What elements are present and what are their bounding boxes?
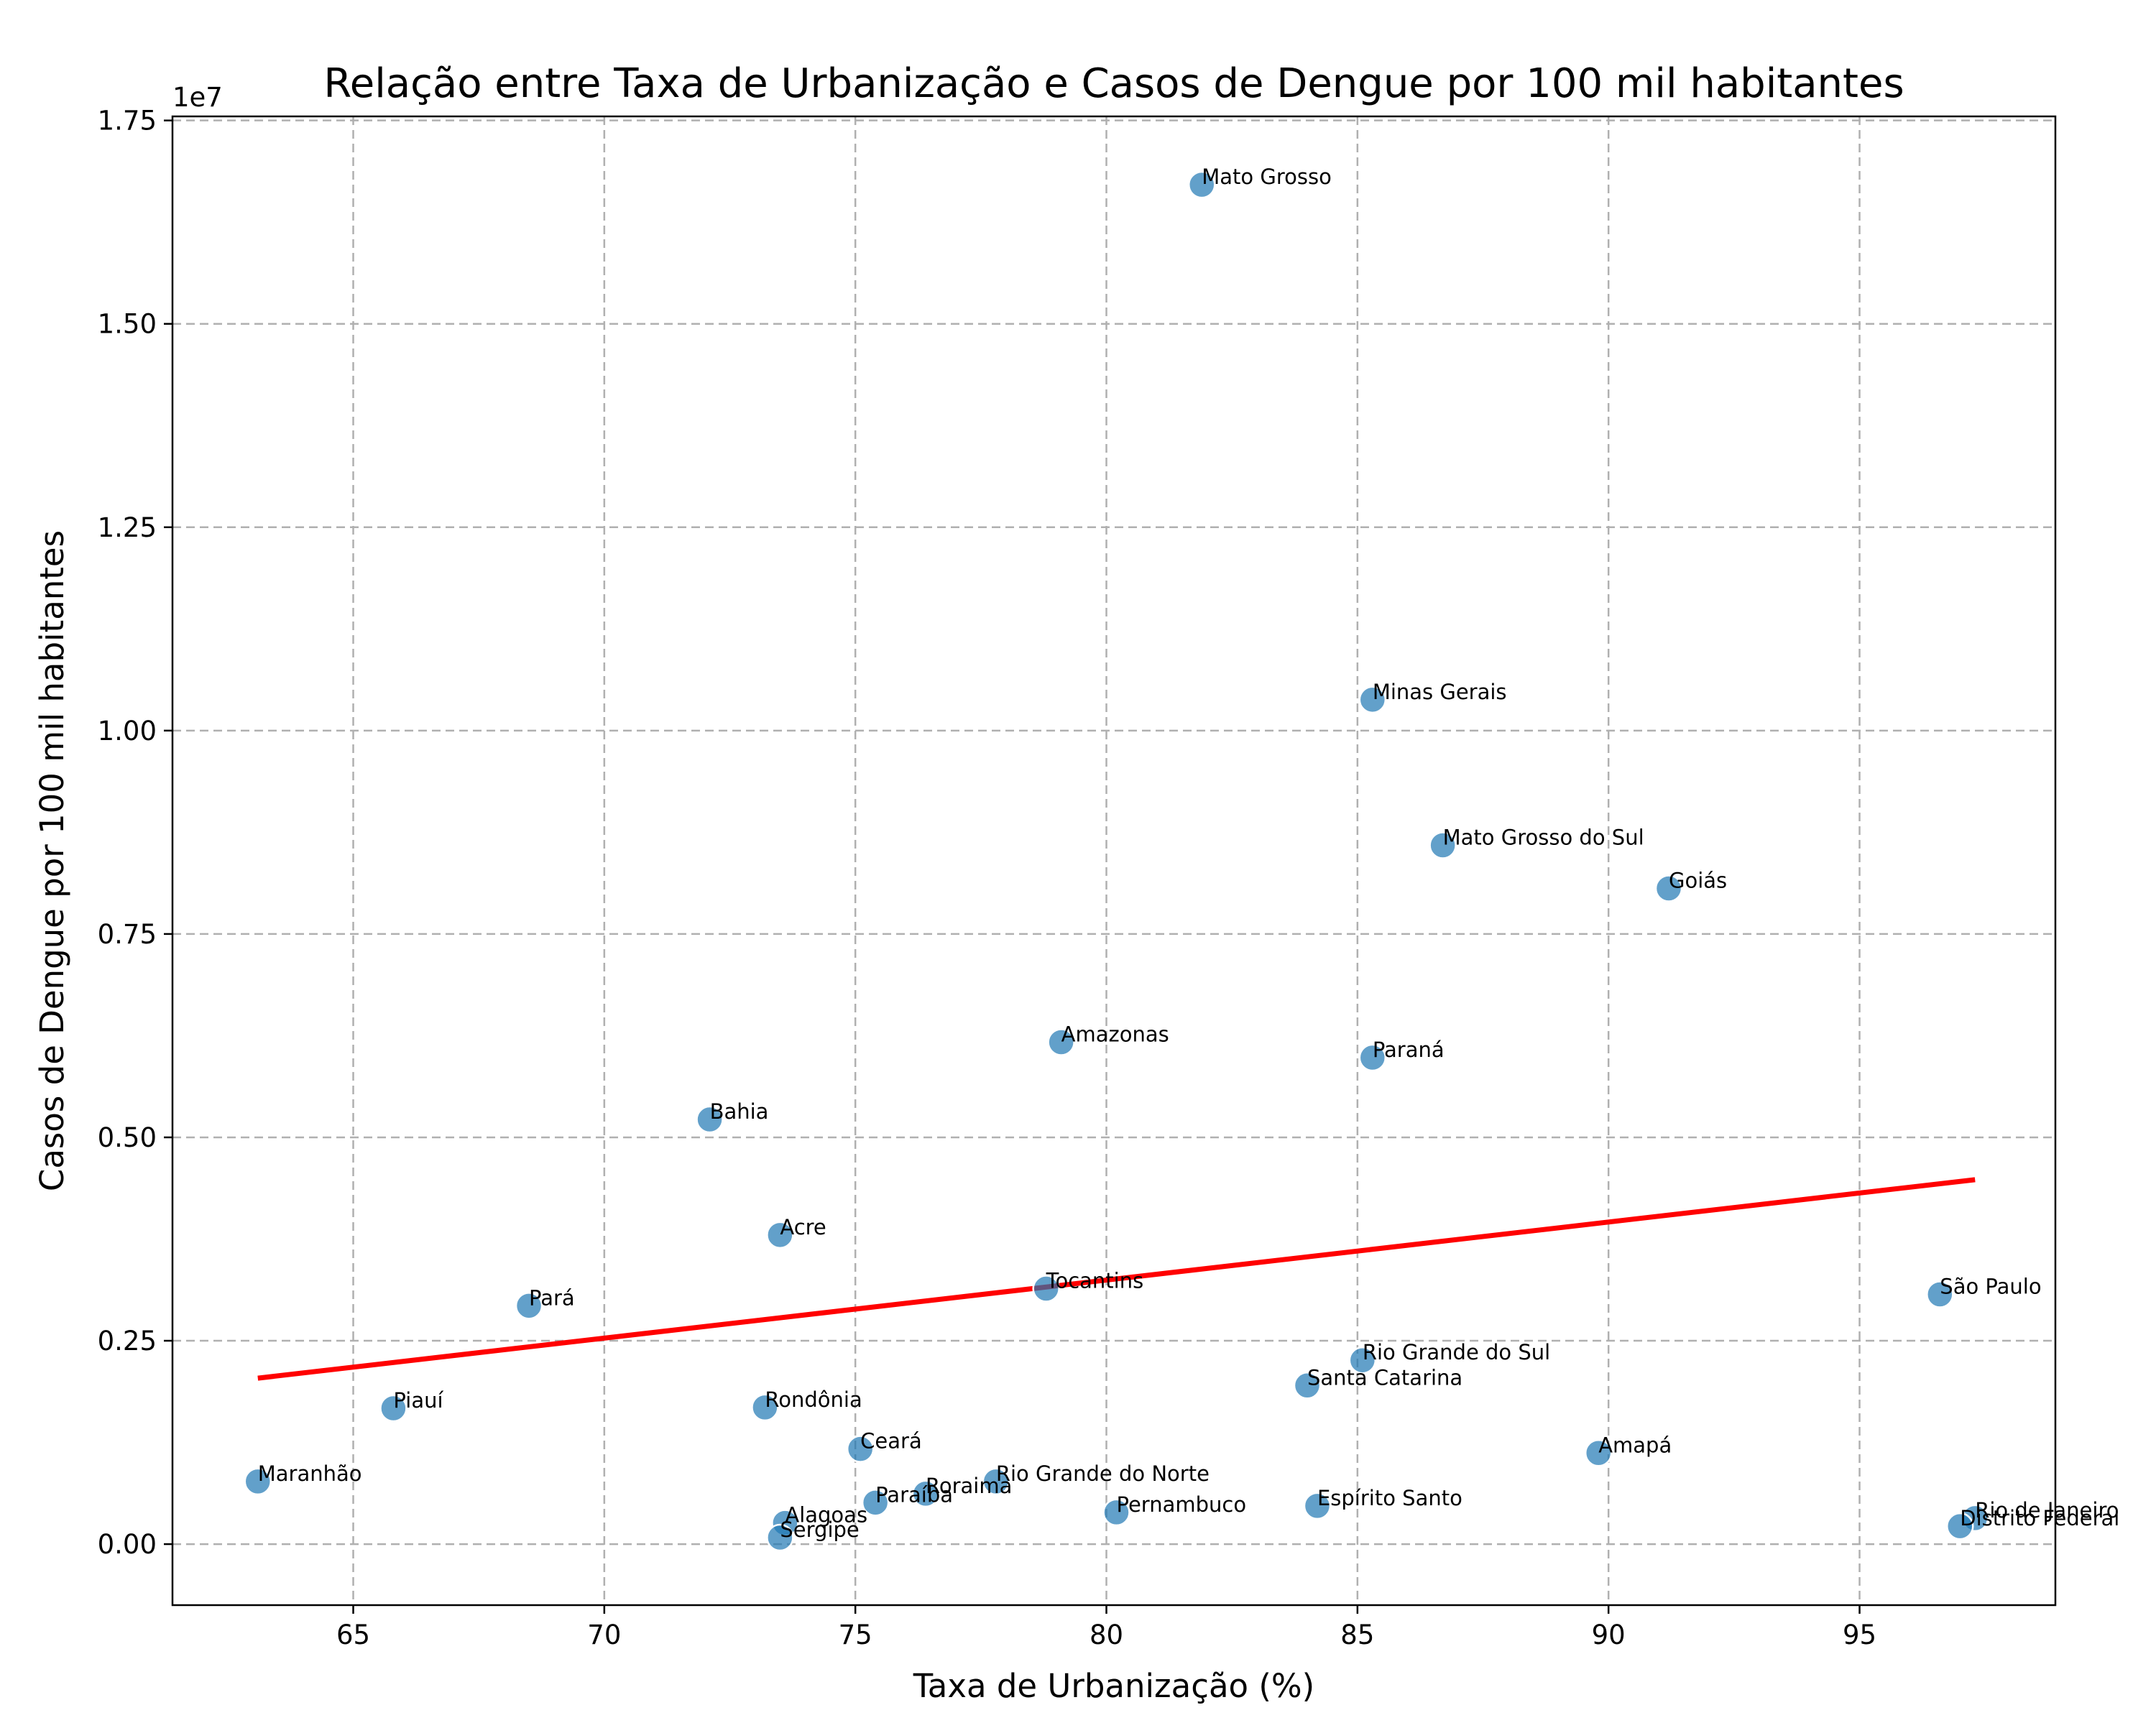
point-label: Minas Gerais [1373,680,1507,704]
point-label: Distrito Federal [1960,1506,2119,1530]
x-tick-label: 90 [1592,1620,1626,1650]
y-tick-label: 1.00 [98,716,157,747]
axis-ticks: 65 70 75 80 85 90 95 0.00 0.25 0.50 0.75 1.00 1.25 1.… [98,106,1876,1650]
data-point [1047,1028,1075,1056]
data-point [1429,831,1457,859]
point-label: Espírito Santo [1317,1486,1462,1510]
point-label: Alagoas [785,1503,867,1528]
point-label: Santa Catarina [1307,1365,1462,1390]
x-tick-label: 80 [1089,1620,1123,1650]
point-label: Rio Grande do Sul [1363,1340,1550,1364]
axes-frame [171,115,2057,1607]
point-label: Ceará [860,1429,922,1454]
x-tick-label: 85 [1340,1620,1374,1650]
point-label: Piauí [393,1388,443,1413]
y-axis-label: Casos de Dengue por 100 mil habitantes [33,530,71,1191]
point-label: Pernambuco [1116,1492,1246,1517]
data-point [379,1394,407,1423]
data-point [1188,170,1216,199]
y-tick-label: 0.25 [98,1326,157,1357]
point-label: Maranhão [258,1461,362,1486]
data-point [1584,1439,1613,1467]
y-tick-label: 0.00 [98,1529,157,1560]
point-label: Sergipe [780,1517,859,1542]
data-point [1946,1512,1974,1540]
y-tick-label: 1.75 [98,106,157,137]
y-axis-offset-label: 1e7 [172,82,223,113]
trend-line [257,1177,1976,1381]
point-label: Paraná [1373,1038,1445,1062]
point-label: Goiás [1669,868,1727,892]
data-point [751,1393,779,1422]
data-point [1358,1043,1387,1072]
point-label: Mato Grosso do Sul [1443,825,1644,849]
point-label: Rondônia [765,1387,862,1412]
data-point [766,1221,794,1249]
y-tick-label: 0.50 [98,1122,157,1153]
y-tick-label: 1.50 [98,309,157,340]
data-point [696,1105,724,1134]
point-label: Rio Grande do Norte [996,1461,1210,1486]
data-point [911,1479,940,1508]
data-point [1926,1280,1954,1308]
data-point [846,1435,875,1463]
point-label: Pará [529,1285,575,1310]
data-points [244,170,1989,1552]
data-point [1303,1492,1332,1520]
point-label: Amazonas [1061,1022,1169,1046]
point-label: Rio de Janeiro [1975,1498,2119,1523]
point-label: São Paulo [1940,1274,2041,1298]
x-tick-label: 70 [587,1620,621,1650]
data-point [1102,1498,1130,1527]
y-tick-label: 0.75 [98,919,157,950]
point-label: Tocantins [1046,1269,1144,1293]
point-label: Bahia [710,1099,769,1124]
data-point [1358,685,1387,714]
point-label: Acre [780,1215,826,1239]
data-point [1654,874,1683,902]
chart-title: Relação entre Taxa de Urbanização e Caso… [323,60,1904,107]
point-label: Paraíba [875,1482,953,1507]
x-axis-label: Taxa de Urbanização (%) [913,1667,1315,1705]
y-tick-label: 1.25 [98,512,157,543]
data-point [1293,1372,1322,1400]
data-point [1032,1275,1060,1303]
trend-line-group [257,1177,1976,1381]
point-label: Mato Grosso [1202,165,1332,189]
data-point [244,1467,272,1496]
x-tick-label: 95 [1843,1620,1876,1650]
grid-lines [172,116,2055,1605]
x-tick-label: 75 [839,1620,872,1650]
data-point [982,1467,1010,1496]
data-point [1348,1346,1377,1374]
data-point [515,1292,543,1320]
point-label: Roraima [926,1474,1012,1498]
point-labels: Mato Grosso Minas Gerais Mato Grosso do Su… [258,165,2120,1542]
x-tick-label: 65 [336,1620,370,1650]
point-label: Amapá [1598,1433,1672,1457]
data-point [861,1489,890,1517]
data-point [766,1523,794,1552]
